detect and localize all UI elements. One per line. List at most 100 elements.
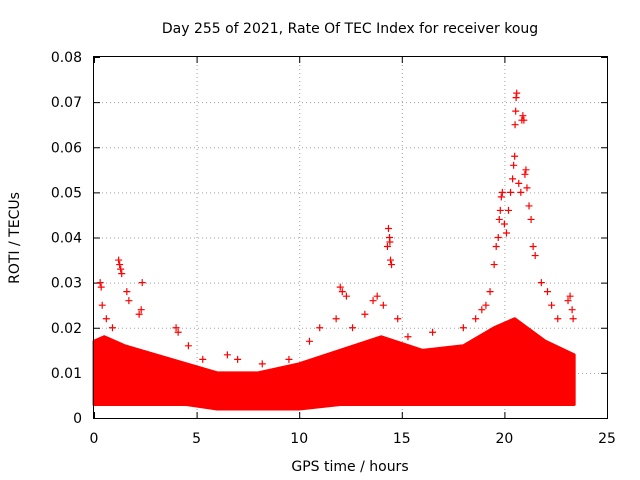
data-point (527, 215, 535, 223)
data-point (116, 261, 124, 269)
data-point (497, 193, 505, 201)
data-point (498, 188, 506, 196)
data-point (529, 243, 537, 251)
data-point (566, 292, 574, 300)
data-point (118, 270, 126, 278)
y-tick-label: 0.01 (51, 366, 82, 382)
data-point (537, 279, 545, 287)
y-tick-label: 0.08 (51, 50, 82, 66)
data-point (569, 315, 577, 323)
data-point (125, 297, 133, 305)
data-point (494, 234, 502, 241)
data-point (548, 301, 556, 309)
data-point (234, 355, 242, 363)
chart-title: Day 255 of 2021, Rate Of TEC Index for r… (162, 21, 538, 37)
data-point (521, 170, 529, 178)
y-tick-label: 0.07 (51, 95, 82, 111)
data-point (172, 324, 180, 332)
data-point (332, 315, 340, 323)
data-point (338, 288, 346, 296)
data-point (517, 188, 525, 196)
x-tick-label: 10 (290, 431, 308, 447)
data-point (509, 175, 517, 183)
x-tick-label: 0 (90, 431, 99, 447)
y-tick-label: 0.02 (51, 321, 82, 337)
x-tick-label: 20 (495, 431, 513, 447)
data-point (429, 328, 437, 336)
x-axis-tick-labels: 0 5 10 15 20 25 (90, 431, 616, 447)
data-point (369, 297, 377, 305)
data-point (510, 161, 518, 169)
x-tick-label: 5 (192, 431, 201, 447)
data-point (482, 301, 490, 309)
data-point (388, 261, 396, 269)
dense-point-band (92, 317, 576, 411)
data-point (394, 315, 402, 323)
data-point (123, 288, 131, 296)
data-point (523, 184, 531, 192)
data-point (258, 360, 266, 368)
data-point (383, 243, 391, 251)
data-point (522, 166, 530, 174)
data-point (492, 243, 500, 251)
data-point (373, 292, 381, 300)
data-point (519, 112, 527, 120)
data-point (502, 229, 510, 237)
data-point (505, 206, 513, 214)
data-point (199, 355, 207, 363)
y-tick-label: 0.06 (51, 140, 82, 156)
data-point (96, 279, 104, 287)
data-point (459, 324, 467, 332)
data-point (512, 94, 520, 102)
data-point (568, 306, 576, 314)
data-point (115, 256, 123, 264)
data-point (316, 324, 324, 332)
data-point (490, 261, 498, 269)
data-point (342, 292, 350, 300)
data-point (349, 324, 357, 332)
data-point (387, 256, 395, 264)
data-point (525, 202, 533, 210)
data-point (305, 337, 313, 345)
data-point (486, 288, 494, 296)
data-point (513, 89, 521, 97)
data-point (184, 342, 192, 350)
data-point (102, 315, 110, 323)
data-point (384, 224, 392, 232)
data-point (507, 188, 515, 196)
y-tick-label: 0.05 (51, 185, 82, 201)
data-point (495, 215, 503, 223)
plot-frame (93, 56, 608, 419)
y-tick-label: 0.03 (51, 276, 82, 292)
data-point (108, 324, 116, 332)
data-point (336, 283, 344, 291)
data-point (361, 310, 369, 318)
y-axis-title: ROTI / TECUs (7, 192, 23, 284)
data-point (554, 315, 562, 323)
y-tick-label: 0 (73, 411, 82, 427)
data-point (386, 238, 394, 246)
data-point (98, 301, 106, 309)
data-point (472, 315, 480, 323)
y-tick-label: 0.04 (51, 231, 82, 247)
data-point (138, 279, 146, 287)
data-point (379, 301, 387, 309)
data-point (496, 206, 504, 214)
data-point (478, 306, 486, 314)
data-point (404, 333, 412, 341)
data-point (117, 265, 125, 273)
data-point (520, 116, 528, 124)
data-point (543, 288, 551, 296)
point-band (92, 317, 576, 411)
data-point (137, 306, 145, 314)
data-point (97, 283, 105, 291)
data-point (512, 107, 520, 115)
data-point (511, 152, 519, 160)
data-point (515, 179, 523, 187)
data-point (174, 328, 182, 336)
x-tick-label: 15 (393, 431, 411, 447)
data-point (531, 252, 539, 260)
y-axis-tick-labels: 0 0.01 0.02 0.03 0.04 0.05 0.06 0.07 0.08 (51, 50, 82, 427)
data-point (223, 351, 231, 359)
